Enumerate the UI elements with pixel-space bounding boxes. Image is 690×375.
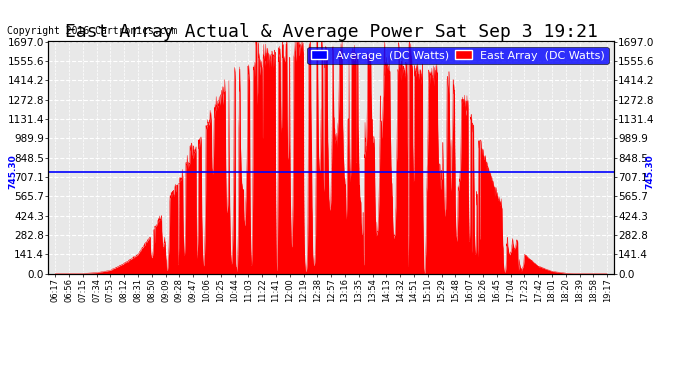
Text: 745.30: 745.30 bbox=[8, 154, 17, 189]
Legend: Average  (DC Watts), East Array  (DC Watts): Average (DC Watts), East Array (DC Watts… bbox=[307, 47, 609, 64]
Text: Copyright 2016 Cartronics.com: Copyright 2016 Cartronics.com bbox=[7, 26, 177, 36]
Text: 745.30: 745.30 bbox=[645, 154, 654, 189]
Title: East Array Actual & Average Power Sat Sep 3 19:21: East Array Actual & Average Power Sat Se… bbox=[65, 23, 598, 41]
